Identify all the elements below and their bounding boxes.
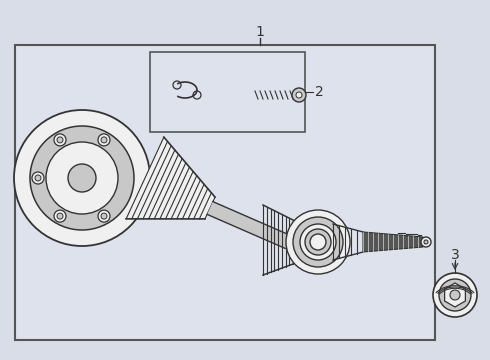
Circle shape <box>57 137 63 143</box>
Circle shape <box>46 142 118 214</box>
Circle shape <box>54 134 66 146</box>
Circle shape <box>421 237 431 247</box>
Circle shape <box>30 126 134 230</box>
Circle shape <box>286 210 350 274</box>
Circle shape <box>32 172 44 184</box>
Circle shape <box>293 217 343 267</box>
Circle shape <box>14 110 150 246</box>
Circle shape <box>439 279 471 311</box>
Circle shape <box>310 234 326 250</box>
Bar <box>150 52 305 132</box>
Bar <box>15 45 435 340</box>
Circle shape <box>57 213 63 219</box>
Text: 1: 1 <box>256 25 265 39</box>
Polygon shape <box>126 137 215 219</box>
Circle shape <box>305 229 331 255</box>
Polygon shape <box>207 202 291 248</box>
Polygon shape <box>363 232 423 252</box>
Circle shape <box>424 240 428 244</box>
Circle shape <box>54 210 66 222</box>
Text: 3: 3 <box>451 248 459 262</box>
Circle shape <box>98 134 110 146</box>
Circle shape <box>296 92 302 98</box>
Circle shape <box>433 273 477 317</box>
Circle shape <box>101 137 107 143</box>
Circle shape <box>68 164 96 192</box>
Text: 2: 2 <box>315 85 324 99</box>
Circle shape <box>101 213 107 219</box>
Circle shape <box>450 290 460 300</box>
Circle shape <box>300 224 336 260</box>
Polygon shape <box>444 283 466 307</box>
Circle shape <box>35 175 41 181</box>
Circle shape <box>98 210 110 222</box>
Circle shape <box>292 88 306 102</box>
